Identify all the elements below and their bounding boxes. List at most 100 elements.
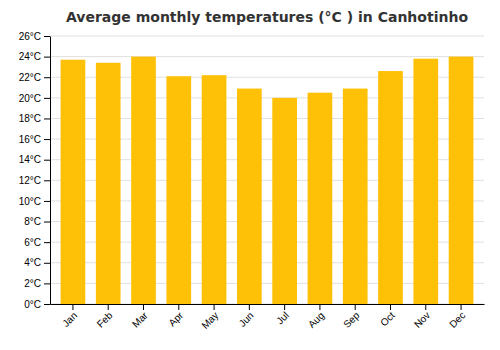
x-tick-mark xyxy=(143,304,144,310)
x-tick-label: Feb xyxy=(95,309,115,329)
chart-svg: Jan Feb Mar Apr May Jun Jul Aug Sep Oct Nov Dec 0°C 2… xyxy=(0,0,500,350)
bar xyxy=(272,98,297,304)
x-tick-mark xyxy=(284,304,285,310)
y-tick-label: 20°C xyxy=(19,93,41,104)
y-tick-mark xyxy=(44,160,50,161)
y-tick-label: 6°C xyxy=(24,237,41,248)
bar xyxy=(131,57,156,304)
x-tick: Mar xyxy=(130,304,150,330)
y-axis: 0°C 2°C 4°C 6°C 8°C 10°C 12°C 14°C 16°C 18°C 20°C 2… xyxy=(19,31,51,310)
x-tick-label: Dec xyxy=(447,310,467,330)
y-tick-label: 12°C xyxy=(19,175,41,186)
x-axis-line xyxy=(51,304,485,305)
x-tick-mark xyxy=(178,304,179,310)
x-tick: Jul xyxy=(274,304,291,326)
x-axis: Jan Feb Mar Apr May Jun Jul Aug Sep Oct Nov Dec xyxy=(51,304,485,331)
grid-line xyxy=(50,56,484,57)
grid xyxy=(50,36,484,304)
bar xyxy=(343,89,368,304)
y-tick-label: 8°C xyxy=(24,216,41,227)
x-tick-mark xyxy=(355,304,356,310)
y-tick: 12°C xyxy=(19,175,50,186)
y-tick: 8°C xyxy=(24,216,50,227)
y-tick-mark xyxy=(44,304,50,305)
y-tick-mark xyxy=(44,242,50,243)
x-tick-mark xyxy=(390,304,391,310)
y-tick: 4°C xyxy=(24,257,50,268)
y-tick-mark xyxy=(44,77,50,78)
x-tick-label: Nov xyxy=(412,310,432,330)
y-tick: 14°C xyxy=(19,154,50,165)
y-tick-label: 4°C xyxy=(24,257,41,268)
y-tick-mark xyxy=(44,222,50,223)
y-tick-mark xyxy=(44,139,50,140)
y-tick: 22°C xyxy=(19,72,50,83)
x-tick-label: Mar xyxy=(130,309,150,329)
y-tick: 6°C xyxy=(24,237,50,248)
bar xyxy=(202,75,227,304)
x-tick: Oct xyxy=(378,304,397,328)
x-tick-label: May xyxy=(199,310,220,331)
y-tick-label: 10°C xyxy=(19,196,41,207)
y-tick: 10°C xyxy=(19,196,50,207)
bar xyxy=(449,57,474,304)
y-axis-line xyxy=(50,37,51,305)
x-tick-mark xyxy=(249,304,250,310)
y-tick-label: 2°C xyxy=(24,278,41,289)
y-tick-label: 26°C xyxy=(19,31,41,42)
x-tick-label: Jan xyxy=(60,310,79,329)
x-tick-mark xyxy=(108,304,109,310)
x-tick: Dec xyxy=(447,304,467,330)
x-tick-label: Jul xyxy=(274,310,291,327)
y-tick-label: 18°C xyxy=(19,113,41,124)
bar xyxy=(61,60,86,304)
y-tick-mark xyxy=(44,263,50,264)
x-tick-label: Apr xyxy=(166,309,185,328)
y-tick: 26°C xyxy=(19,31,50,42)
bar xyxy=(237,89,262,304)
y-tick-mark xyxy=(44,36,50,37)
bar xyxy=(413,59,438,304)
grid-line xyxy=(50,36,484,37)
x-tick: Apr xyxy=(166,304,185,328)
y-tick-mark xyxy=(44,98,50,99)
x-tick-label: Sep xyxy=(341,309,362,330)
x-tick-mark xyxy=(461,304,462,310)
y-tick-mark xyxy=(44,283,50,284)
y-tick-mark xyxy=(44,118,50,119)
x-tick-label: Jun xyxy=(237,310,256,329)
y-tick-label: 16°C xyxy=(19,134,41,145)
x-tick: Nov xyxy=(412,304,432,330)
bar xyxy=(96,63,121,304)
x-tick: May xyxy=(199,304,220,331)
y-tick: 20°C xyxy=(19,93,50,104)
x-tick: Sep xyxy=(341,304,362,330)
y-tick: 16°C xyxy=(19,134,50,145)
plot-area: Jan Feb Mar Apr May Jun Jul Aug Sep Oct Nov Dec 0°C 2… xyxy=(19,31,485,331)
y-tick-label: 22°C xyxy=(19,72,41,83)
bar xyxy=(308,93,333,304)
y-tick: 2°C xyxy=(24,278,50,289)
x-tick-mark xyxy=(319,304,320,310)
y-tick-label: 14°C xyxy=(19,154,41,165)
y-tick-label: 0°C xyxy=(24,299,41,310)
y-tick: 24°C xyxy=(19,51,50,62)
chart-title: Average monthly temperatures (°C ) in Ca… xyxy=(66,9,468,25)
x-tick: Aug xyxy=(306,304,326,330)
x-tick: Jan xyxy=(60,304,79,329)
x-tick-mark xyxy=(425,304,426,310)
x-tick-mark xyxy=(72,304,73,310)
y-tick-mark xyxy=(44,57,50,58)
y-tick-label: 24°C xyxy=(19,51,41,62)
x-tick: Jun xyxy=(237,304,256,329)
x-tick-mark xyxy=(214,304,215,310)
x-tick-label: Oct xyxy=(378,310,397,329)
bars xyxy=(61,57,474,304)
y-tick: 0°C xyxy=(24,299,50,310)
y-tick-mark xyxy=(44,180,50,181)
y-tick-mark xyxy=(44,201,50,202)
y-tick: 18°C xyxy=(19,113,50,124)
bar xyxy=(378,71,403,304)
x-tick-label: Aug xyxy=(306,310,326,330)
bar xyxy=(166,76,191,304)
